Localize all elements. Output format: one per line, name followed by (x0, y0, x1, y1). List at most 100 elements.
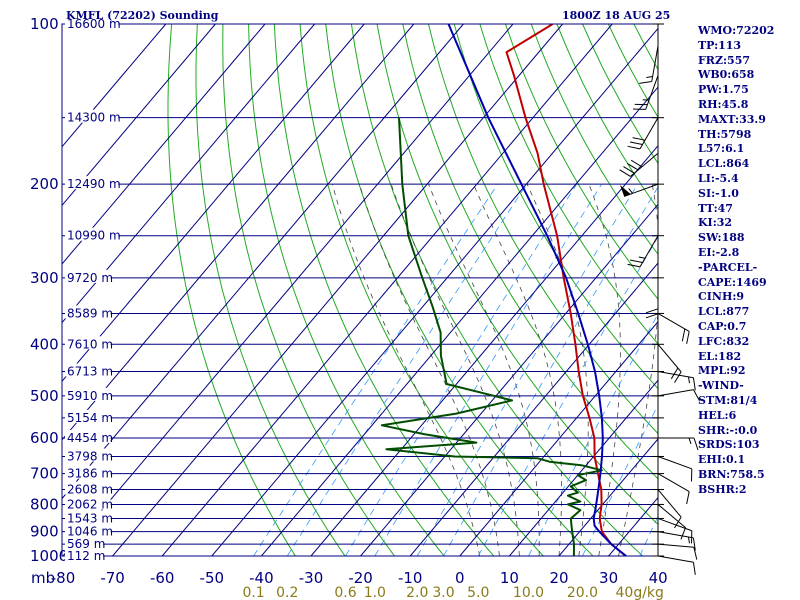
wind-barb (657, 371, 696, 391)
stat-item: CINH:9 (698, 290, 745, 304)
temperature-tick-label: -60 (150, 569, 175, 587)
height-label: 1543 m (67, 511, 113, 525)
mixing-ratio-line (639, 515, 658, 556)
moist-adiabat (473, 183, 562, 556)
pressure-tick-label: 900 (30, 523, 59, 541)
height-label: 10990 m (67, 229, 121, 243)
dry-adiabat (195, 24, 346, 556)
wind-barb (657, 489, 682, 529)
dry-adiabat (428, 24, 658, 435)
wind-barb-full (630, 141, 643, 146)
stat-item: STM:81/4 (698, 393, 758, 407)
stat-item: RH:45.8 (698, 97, 749, 111)
dewpoint-line (380, 117, 603, 556)
stat-item: TP:113 (698, 38, 742, 52)
mixing-ratio-label: 3.0 (432, 585, 454, 600)
stat-item: SI:-1.0 (698, 186, 739, 200)
wind-barb-shaft (657, 504, 686, 528)
wind-barb-shaft (645, 75, 659, 110)
pressure-tick-label: 400 (30, 335, 59, 353)
temperature-tick-label: -20 (348, 569, 373, 587)
height-label-bg (65, 510, 111, 524)
pressure-tick-label: 200 (30, 175, 59, 193)
isotherm (459, 320, 658, 556)
wind-barb-full (692, 562, 696, 575)
height-label: 5154 m (67, 411, 113, 425)
wind-barb-full (693, 437, 699, 451)
dry-adiabat (479, 24, 658, 345)
wind-barb-full (670, 367, 679, 380)
wind-barb-shaft (657, 389, 694, 397)
temperature-tick-label: 20 (549, 569, 568, 587)
isotherm (62, 24, 216, 207)
moist-adiabat (588, 183, 621, 556)
pressure-tick-label: 100 (30, 15, 59, 33)
wind-barb-shaft (657, 531, 694, 539)
temperature-tick-label: -50 (200, 569, 225, 587)
temperature-tick-label: -70 (100, 569, 125, 587)
wind-barb-full (692, 537, 696, 551)
height-label-bg (65, 465, 111, 479)
isotherm (161, 24, 613, 556)
wind-barb (627, 235, 659, 268)
wind-barb (657, 543, 698, 560)
height-label: 16600 m (67, 17, 121, 31)
wind-barb-full (645, 313, 659, 319)
pressure-tick-label: 800 (30, 495, 59, 513)
wind-barb-shaft (657, 343, 682, 373)
isotherm (310, 144, 658, 556)
dry-adiabat (248, 24, 445, 556)
stat-item: SHR:-:0.0 (698, 423, 758, 437)
stat-item: LCL:877 (698, 305, 750, 319)
temperature-tick-label: 40 (649, 569, 668, 587)
height-label: 2608 m (67, 483, 113, 497)
mixing-ratio-label: 0.1 (242, 585, 264, 600)
dry-adiabat (453, 24, 658, 390)
isotherm (261, 86, 658, 556)
height-label-bg (65, 109, 119, 123)
stat-item: SRDS:103 (698, 438, 760, 452)
wind-barb-half (646, 76, 653, 78)
height-label: 2062 m (67, 497, 113, 511)
wind-barb-shaft (657, 456, 692, 470)
height-label: 5910 m (67, 389, 113, 403)
wind-barb-shaft (657, 517, 692, 532)
mixing-ratio-label: 0.2 (276, 585, 298, 600)
wind-barb (627, 117, 659, 150)
height-label-bg (65, 536, 103, 550)
wind-barb-full (639, 80, 652, 84)
height-label-bg (65, 409, 111, 423)
wind-barb-full (693, 547, 698, 560)
wind-barb (619, 152, 659, 177)
station-title: KMFL (72202) Sounding (66, 9, 219, 22)
stat-item: -PARCEL- (698, 260, 758, 274)
height-label: 3798 m (67, 449, 113, 463)
moist-adiabat (428, 183, 540, 556)
isotherm (360, 203, 658, 556)
dry-adiabat (325, 24, 594, 556)
stat-item: LCL:864 (698, 157, 750, 171)
wind-barb-half (628, 188, 634, 194)
valid-time: 1800Z 18 AUG 25 (562, 9, 671, 22)
plot-area (62, 24, 658, 556)
wind-barb (633, 75, 659, 110)
wind-barb-full (627, 145, 641, 150)
height-label: 14300 m (67, 111, 121, 125)
stat-item: HEL:6 (698, 408, 737, 422)
wind-barb-full (693, 389, 700, 401)
temperature-tick-label: 30 (599, 569, 618, 587)
height-label: 9720 m (67, 271, 113, 285)
mixing-ratio-label: 2.0 (406, 585, 428, 600)
isotherm (62, 24, 514, 556)
wind-barb-shaft (657, 473, 690, 493)
wind-barb-shaft (630, 152, 659, 177)
mixing-ratio-label: 0.6 (334, 585, 356, 600)
stat-item: WMO:72202 (698, 24, 775, 37)
wind-barb-shaft (657, 543, 694, 548)
wind-barb-shaft (639, 235, 659, 268)
dry-adiabat (299, 24, 545, 556)
height-label: 569 m (67, 537, 105, 551)
wind-barb-full (623, 166, 635, 174)
wind-barb-half (638, 256, 646, 259)
wind-barb-flag (620, 185, 631, 197)
